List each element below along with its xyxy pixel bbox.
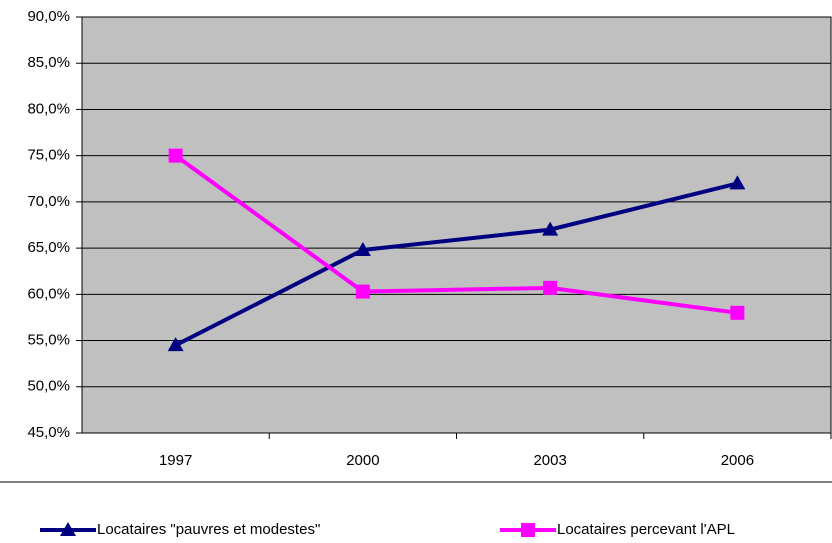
data-point xyxy=(543,280,558,295)
data-point xyxy=(167,337,184,352)
legend-label: Locataires "pauvres et modestes" xyxy=(97,521,320,538)
y-tick-label: 75,0% xyxy=(27,147,70,164)
y-tick-label: 65,0% xyxy=(27,239,70,256)
legend-marker xyxy=(60,522,76,536)
x-tick-label: 2000 xyxy=(346,452,379,469)
y-tick-label: 45,0% xyxy=(27,424,70,441)
data-point xyxy=(542,221,559,236)
y-tick-label: 60,0% xyxy=(27,285,70,302)
series-line xyxy=(174,154,738,315)
data-point xyxy=(354,241,371,256)
y-tick-label: 80,0% xyxy=(27,100,70,117)
data-point xyxy=(355,284,370,299)
data-point xyxy=(729,175,746,190)
y-tick-label: 90,0% xyxy=(27,8,70,25)
x-tick-label: 1997 xyxy=(159,452,192,469)
y-tick-label: 50,0% xyxy=(27,378,70,395)
x-tick-label: 2006 xyxy=(721,452,754,469)
legend-label: Locataires percevant l'APL xyxy=(557,521,735,538)
y-tick-label: 55,0% xyxy=(27,332,70,349)
data-point xyxy=(730,305,745,320)
legend-marker xyxy=(521,523,535,537)
series-line xyxy=(174,181,738,347)
x-tick-label: 2003 xyxy=(533,452,566,469)
data-point xyxy=(168,148,183,163)
plot-area xyxy=(82,17,831,433)
y-tick-label: 70,0% xyxy=(27,193,70,210)
y-tick-label: 85,0% xyxy=(27,54,70,71)
